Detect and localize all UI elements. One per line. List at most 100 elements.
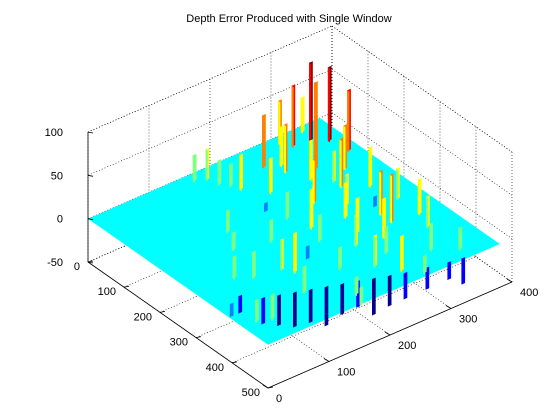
surface-spike-side [283,124,286,174]
x-tick-mark [267,386,274,389]
surface-dip [461,257,466,285]
surface-spike-side [347,90,350,153]
surface-spike-side [309,62,312,147]
x-tick-label: 500 [242,387,260,399]
surface-spike-side [285,192,288,221]
grid-line-z-wall-y400 [331,25,513,153]
surface-spike-side [458,228,461,252]
grid-line-z-wall-y400 [331,112,513,239]
chart-title: Depth Error Produced with Single Window [186,13,391,25]
surface-spike-side [384,227,387,255]
surface-dip [387,274,392,307]
surface-spike-side [309,140,312,182]
surface-spike-side [252,252,255,280]
surface-spike-side [429,224,432,252]
z-tick-mark [87,174,94,177]
x-tick-label: 100 [98,286,116,298]
surface-spike-side [318,215,321,243]
x-tick-mark [159,311,166,313]
surface-spike-side [217,160,220,187]
y-tick-label: 200 [398,340,416,352]
surface-spike-side [239,155,242,192]
surface-dip [293,291,297,328]
surface-spike-side [423,255,426,275]
surface-dip [340,283,345,315]
x-tick-label: 200 [134,311,152,323]
x-axis-line [87,261,269,389]
surface-spike-side [269,220,272,244]
surface-dip [264,201,268,213]
surface-spike-side [302,266,305,295]
surface-dip [447,261,452,280]
surface-spike-side [293,233,296,274]
surface-spike-side [205,149,208,182]
surface [88,61,500,345]
y-tick-label: 100 [337,367,355,379]
surface-dip [308,288,313,324]
surface-spike-side [389,174,392,224]
surface-spike-side [291,85,294,149]
surface-spike-side [262,115,265,169]
surface-spike-side [359,287,362,307]
z-tick-label: 50 [51,170,63,182]
z-tick-label: 0 [57,214,63,226]
surface-dip [305,245,310,260]
surface-spike-side [231,232,234,252]
surface-spike-side [309,189,312,230]
surface-dip [277,294,281,327]
x-tick-label: 0 [74,261,80,273]
y-tick-mark [323,358,330,362]
x-tick-label: 300 [170,337,188,349]
surface-dip [324,285,329,327]
surface-spike-side [232,256,235,280]
y-tick-label: 0 [276,393,282,405]
surface-spike-side [373,235,376,268]
y-tick-mark [384,331,391,336]
surface-spike-side [270,294,273,321]
surface-spike-side [255,300,258,324]
y-tick-label: 300 [459,314,477,326]
surface-spike-side [229,164,232,188]
z-tick-mark [87,218,94,221]
surface-spike-side [269,158,272,195]
y-axis-ticks: 0 100 200 300 400 [262,278,538,405]
z-tick-label: 100 [45,127,63,139]
surface-dip [372,277,376,316]
surface-spike-side [338,247,341,271]
surface-spike-side [396,168,399,201]
surface-spike-side [332,151,335,184]
surface-spike-side [354,215,357,248]
surface-spike-side [343,125,346,171]
surface-spike-side [379,171,382,217]
x-axis-ticks: 0 100 200 300 400 500 [74,260,274,399]
z-axis-ticks: -50 0 50 100 [45,127,94,269]
surface-spike-side [279,127,282,168]
surface-spike-side [382,198,385,240]
surface-spike-side [300,97,303,134]
z-tick-label: -50 [47,257,63,269]
surface-spike-side [314,117,317,171]
surface-spike-side [192,155,195,183]
surface-spike-side [280,239,283,272]
surface-spike-side [417,179,420,216]
z-tick-mark [87,131,94,134]
surface-dip [403,271,408,300]
surface-dip [373,195,377,208]
x-tick-mark [123,285,130,288]
surface-spike-side [343,183,346,220]
surface-spike-side [426,196,429,229]
surface-dip [425,266,430,290]
x-tick-mark [231,361,238,364]
y-tick-mark [445,305,452,309]
x-tick-mark [195,336,202,338]
grid-line-z-wall-y400 [331,69,513,196]
surface-dip [261,296,266,325]
y-tick-mark [506,278,513,283]
surface-dip [229,302,234,318]
surface-spike-side [400,236,403,273]
y-tick-label: 400 [520,287,538,299]
y-tick-mark [262,384,269,389]
surface-spike-side [327,67,331,143]
surface-dip [238,294,243,314]
